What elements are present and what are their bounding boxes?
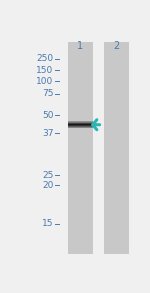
Bar [68, 126, 93, 127]
Bar [68, 125, 93, 126]
Text: 50: 50 [42, 111, 54, 120]
Bar [68, 122, 93, 123]
Text: 25: 25 [42, 171, 54, 180]
Text: 37: 37 [42, 129, 54, 138]
Bar [68, 126, 93, 127]
Bar [68, 125, 93, 126]
Bar [68, 42, 93, 254]
Bar [68, 124, 93, 125]
Text: 20: 20 [42, 181, 54, 190]
Bar [68, 121, 93, 122]
Text: 100: 100 [36, 77, 54, 86]
Text: 75: 75 [42, 89, 54, 98]
Bar [68, 122, 93, 123]
Bar [68, 124, 93, 125]
Text: 2: 2 [113, 41, 120, 51]
Text: 15: 15 [42, 219, 54, 228]
Bar [104, 42, 129, 254]
Text: 150: 150 [36, 66, 54, 75]
Text: 1: 1 [77, 41, 83, 51]
Text: 250: 250 [36, 54, 54, 63]
Bar [68, 127, 93, 128]
Bar [68, 123, 93, 124]
